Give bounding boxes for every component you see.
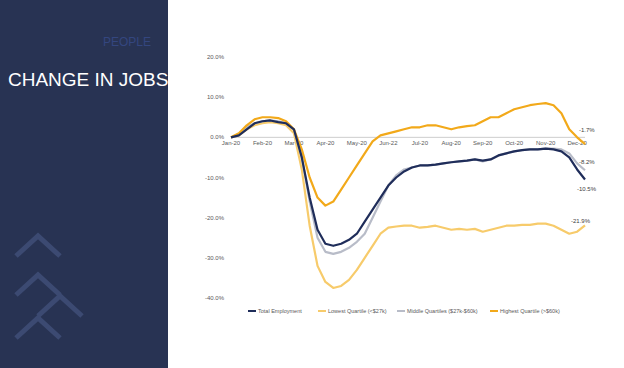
y-tick-label: 20.0% [207, 54, 225, 60]
title: CHANGE IN JOBS [8, 69, 168, 90]
chevron-decoration [16, 236, 60, 256]
x-axis-line [231, 137, 585, 138]
y-tick-label: -30.0% [205, 255, 225, 261]
y-tick-label: -40.0% [205, 295, 225, 301]
chevron-decoration [38, 296, 82, 316]
legend-label: Middle Quartiles ($27k-$60k) [407, 308, 478, 314]
legend-swatch [248, 310, 256, 312]
x-tick-label: Jul-20 [412, 140, 429, 146]
x-tick-label: Feb-20 [253, 140, 273, 146]
lines-group [231, 103, 585, 288]
legend-swatch [490, 310, 498, 312]
x-tick-label: Sep-20 [473, 140, 493, 146]
chevron-decoration [16, 275, 60, 295]
x-tick-label: Nov-20 [536, 140, 556, 146]
x-tick-label: Jun-22 [379, 140, 398, 146]
legend-label: Highest Quartile (>$60k) [500, 308, 560, 314]
x-tick-label: Apr-20 [316, 140, 335, 146]
x-tick-label: May-20 [347, 140, 368, 146]
y-tick-label: -20.0% [205, 215, 225, 221]
legend-label: Total Employment [258, 308, 302, 314]
section-label: PEOPLE [103, 35, 151, 49]
data-label: -8.2% [579, 159, 595, 165]
data-label: -21.9% [571, 218, 591, 224]
background [0, 0, 624, 368]
data-label: -1.7% [579, 127, 595, 133]
x-tick-label: Aug-20 [442, 140, 462, 146]
chevron-decoration [16, 318, 60, 338]
legend-swatch [397, 310, 405, 312]
legend-swatch [318, 310, 326, 312]
legend-label: Lowest Quartile (<$27k) [328, 308, 387, 314]
series-line [231, 122, 585, 288]
y-tick-label: 10.0% [207, 94, 225, 100]
series-line [231, 120, 585, 245]
y-tick-label: -10.0% [205, 175, 225, 181]
side-panel [0, 0, 168, 368]
page: PEOPLECHANGE IN JOBS20.0%10.0%0.0%-10.0%… [0, 0, 624, 368]
x-tick-label: Jan-20 [222, 140, 241, 146]
data-label: -10.5% [577, 186, 597, 192]
series-line [231, 120, 585, 253]
series-line [231, 103, 585, 205]
x-tick-label: Oct-20 [505, 140, 524, 146]
